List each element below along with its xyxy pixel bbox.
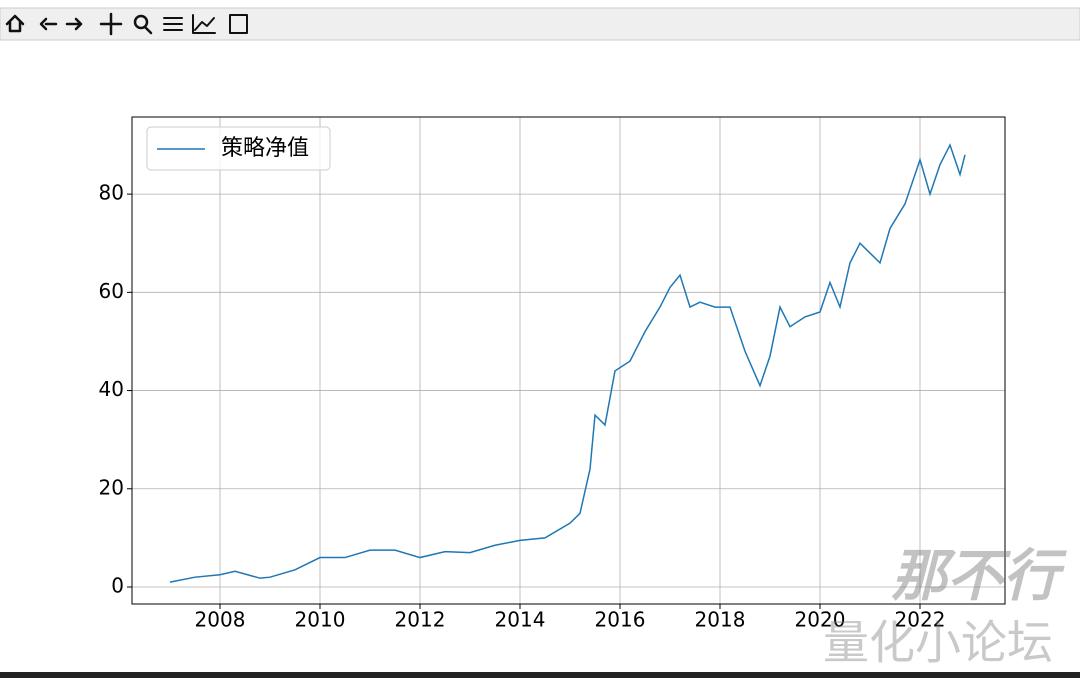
x-tick-label: 2016 (595, 608, 646, 632)
home-button[interactable] (5, 14, 25, 33)
axes-edit-button[interactable] (192, 14, 216, 34)
y-tick-label: 0 (111, 574, 124, 598)
watermark: 那不行 (891, 544, 1067, 609)
save-button[interactable] (229, 14, 248, 34)
y-tick-label: 60 (99, 279, 124, 303)
x-tick-label: 2012 (395, 608, 446, 632)
toolbar (0, 7, 1080, 41)
legend-label: 策略净值 (221, 136, 309, 161)
zoom-button[interactable] (133, 14, 153, 35)
x-tick-label: 2010 (295, 608, 346, 632)
x-tick-label: 2022 (895, 608, 946, 632)
x-tick-label: 2020 (795, 608, 846, 632)
subplots-button[interactable] (163, 17, 183, 31)
x-tick-label: 2008 (195, 608, 246, 632)
watermark: 量化小论坛 (823, 616, 1053, 670)
back-button[interactable] (39, 17, 58, 31)
x-tick-label: 2014 (495, 608, 546, 632)
y-tick-label: 20 (99, 475, 124, 499)
bottom-bar (0, 672, 1080, 678)
series-line (169, 143, 966, 583)
forward-button[interactable] (65, 17, 83, 31)
pan-button[interactable] (99, 12, 123, 36)
legend-box (146, 126, 331, 171)
axes-frame (131, 116, 1006, 605)
y-tick-label: 80 (99, 181, 124, 205)
y-tick-label: 40 (99, 377, 124, 401)
x-tick-label: 2018 (695, 608, 746, 632)
